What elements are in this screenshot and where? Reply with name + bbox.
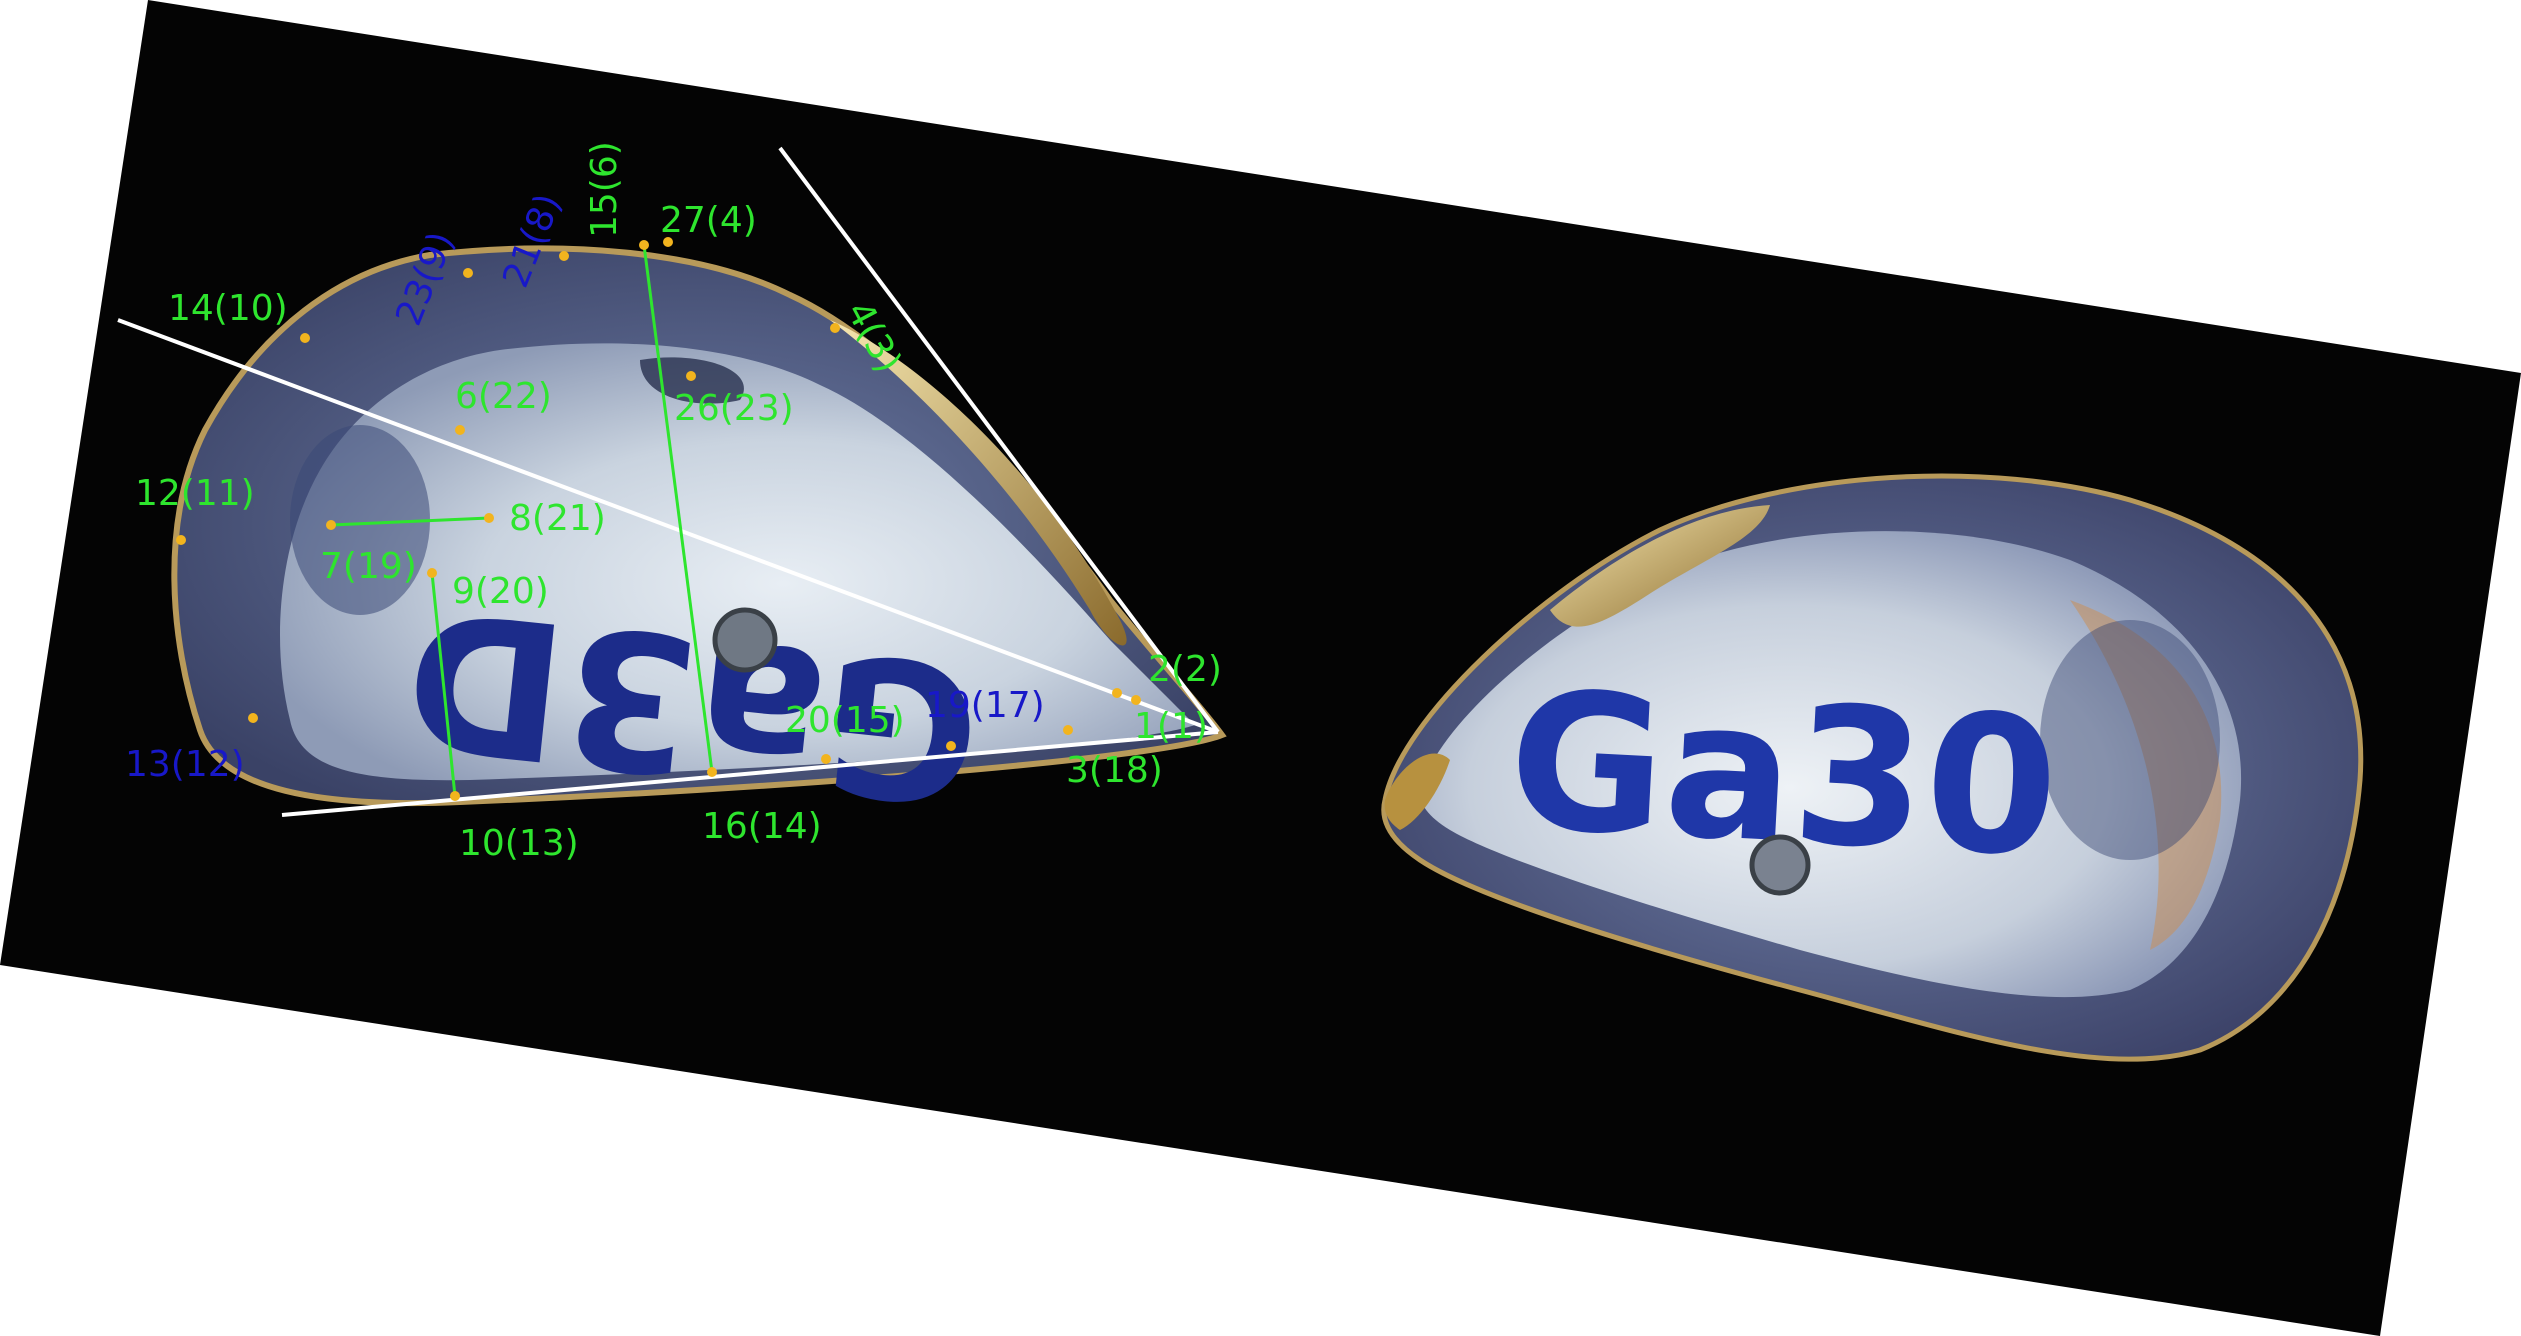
left-shell-nacre: [280, 343, 1195, 781]
landmark-label: 7(19): [320, 546, 417, 587]
landmark-label: 27(4): [660, 200, 757, 241]
left-shell-pin: [712, 607, 778, 673]
landmark-dot: [450, 791, 460, 801]
landmark-label: 10(13): [459, 823, 579, 864]
measurement-lines: [330, 244, 714, 797]
right-muscle-scar: [2040, 620, 2220, 860]
landmark-dot: [639, 240, 649, 250]
reference-lines: [117, 146, 1220, 817]
landmark-label: 19(17): [925, 685, 1045, 726]
landmark-label: 16(14): [702, 806, 822, 847]
right-hinge-ligament: [1550, 505, 1770, 627]
landmark-label: 12(11): [135, 473, 255, 514]
landmark-dots: [176, 237, 1141, 801]
landmark-dot: [559, 251, 569, 261]
right-shell-nacre: [1419, 531, 2242, 998]
landmark-dot: [455, 425, 465, 435]
diagonal-line: [117, 318, 1219, 734]
landmark-dot: [326, 520, 336, 530]
landmark-label: 13(12): [125, 744, 245, 785]
right-shell: Ga30: [1381, 473, 2364, 1062]
landmark-dot: [821, 754, 831, 764]
ventral-baseline: [281, 730, 1219, 817]
left-shell: Ga3D: [171, 245, 1227, 845]
landmark-dot: [1112, 688, 1122, 698]
landmark-label: 8(21): [509, 498, 606, 539]
right-umbo: [1384, 753, 1450, 830]
landmark-dot: [663, 237, 673, 247]
right-shell-pin: [1749, 834, 1811, 896]
landmark-dot: [248, 713, 258, 723]
landmark-label: 1(1): [1134, 706, 1208, 747]
landmark-dot: [707, 767, 717, 777]
landmark-dot: [1063, 725, 1073, 735]
right-posterior-sheen: [2070, 600, 2222, 950]
landmark-label: 20(15): [785, 700, 905, 741]
landmark-dot: [300, 333, 310, 343]
landmark-dot: [427, 568, 437, 578]
landmark-dot: [946, 741, 956, 751]
scar-width-line: [330, 516, 490, 527]
dorsal-angle-line: [778, 146, 1220, 734]
landmark-dot: [1131, 695, 1141, 705]
height-line: [642, 244, 714, 773]
landmark-dot: [484, 513, 494, 523]
landmark-dot: [830, 323, 840, 333]
left-hinge-ligament: [830, 320, 1127, 646]
landmark-label: 2(2): [1148, 649, 1222, 690]
landmark-label: 3(18): [1066, 750, 1163, 791]
left-muscle-scar: [290, 425, 430, 615]
landmark-label: 9(20): [452, 571, 549, 612]
scar-height-line: [430, 572, 457, 797]
landmark-label: 14(10): [168, 288, 288, 329]
landmark-label: 15(6): [584, 141, 625, 238]
landmark-label: 6(22): [455, 376, 552, 417]
landmark-label: 26(23): [674, 388, 794, 429]
landmark-dot: [176, 535, 186, 545]
landmark-dot: [463, 268, 473, 278]
landmark-dot: [686, 371, 696, 381]
